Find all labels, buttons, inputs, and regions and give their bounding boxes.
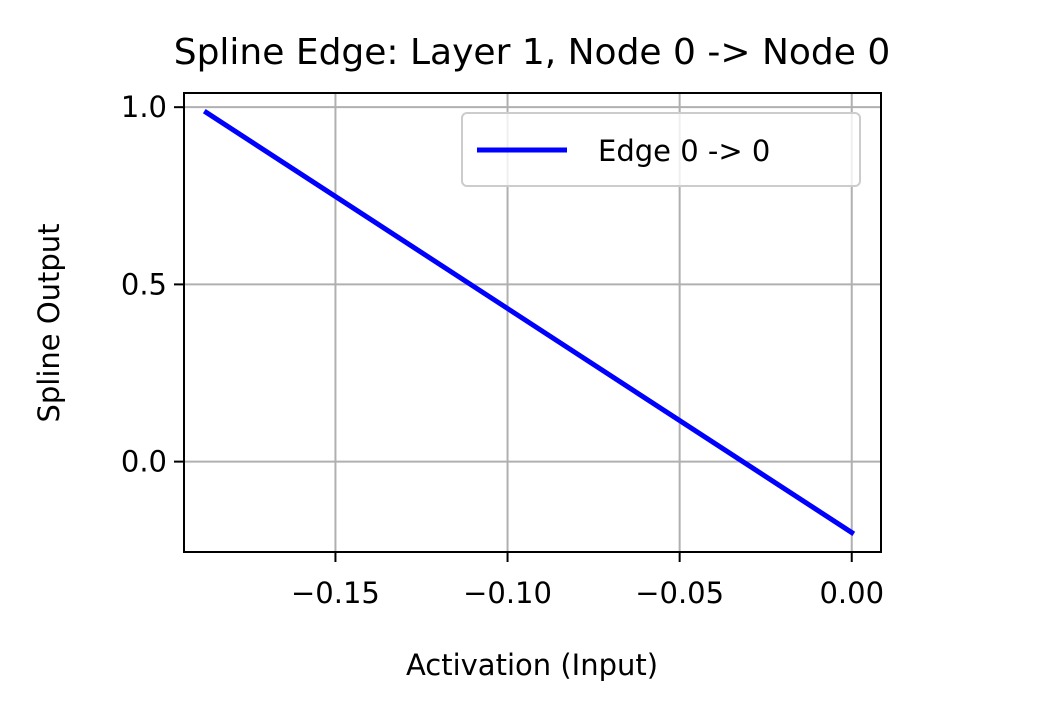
y-tick-label: 0.0 bbox=[121, 445, 167, 479]
legend-entry-label: Edge 0 -> 0 bbox=[598, 134, 770, 168]
x-tick-label: −0.15 bbox=[291, 576, 380, 610]
series-line bbox=[202, 109, 856, 536]
x-axis: −0.15 −0.10 −0.05 0.00 bbox=[291, 552, 884, 610]
axes-frame bbox=[183, 92, 882, 553]
x-tick-label: −0.05 bbox=[635, 576, 724, 610]
y-axis-label: Spline Output bbox=[32, 223, 66, 422]
x-axis-label: Activation (Input) bbox=[406, 648, 658, 682]
y-tick-label: 0.5 bbox=[121, 267, 167, 301]
plot-area bbox=[202, 109, 856, 536]
x-tick-label: −0.10 bbox=[463, 576, 552, 610]
chart-title: Spline Edge: Layer 1, Node 0 -> Node 0 bbox=[174, 32, 891, 73]
legend-box bbox=[461, 112, 861, 187]
y-axis: 0.0 0.5 1.0 bbox=[121, 90, 184, 479]
y-tick-label: 1.0 bbox=[121, 90, 167, 124]
legend: Edge 0 -> 0 bbox=[461, 112, 861, 187]
x-tick-label: 0.00 bbox=[819, 576, 884, 610]
